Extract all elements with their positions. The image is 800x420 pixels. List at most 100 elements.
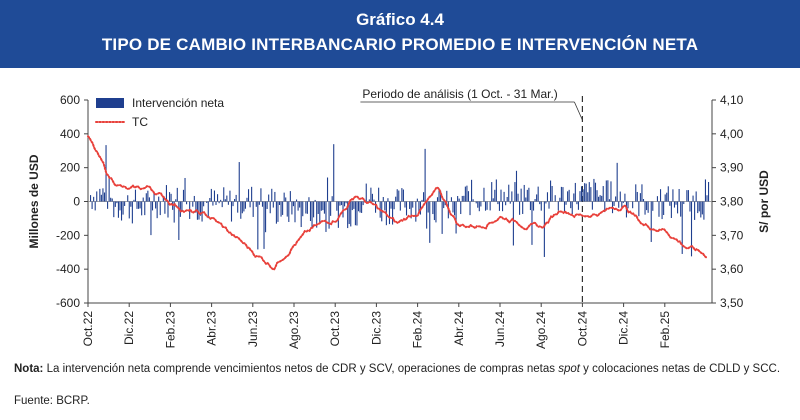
x-tick-label: Ago.24 [534, 311, 548, 349]
intervention-bar [232, 201, 234, 207]
intervention-bar [368, 199, 370, 202]
intervention-bar [525, 197, 527, 202]
intervention-bar [557, 201, 559, 211]
intervention-bar [117, 201, 119, 218]
intervention-bar [317, 201, 319, 214]
intervention-bar [412, 201, 414, 208]
intervention-bar [492, 198, 494, 202]
intervention-bar [539, 201, 541, 205]
intervention-bar [681, 201, 683, 254]
intervention-bar [619, 191, 621, 202]
intervention-bar [497, 201, 499, 205]
intervention-bar [221, 201, 223, 208]
intervention-bar [108, 177, 110, 202]
intervention-bar [433, 201, 435, 221]
tc-series-line [87, 135, 707, 272]
intervention-bar [666, 192, 668, 202]
intervention-bar [220, 199, 222, 202]
intervention-bar [145, 193, 147, 202]
x-tick-label: Oct.22 [81, 311, 95, 347]
intervention-bar [294, 201, 296, 223]
intervention-bar [388, 201, 391, 225]
intervention-bar [113, 201, 115, 218]
intervention-bar [285, 197, 287, 202]
intervention-bar [409, 201, 411, 209]
intervention-bar [588, 182, 590, 202]
intervention-bar [215, 201, 217, 205]
intervention-bar [258, 201, 260, 205]
x-tick-label: Jun.24 [493, 311, 507, 347]
intervention-bar [402, 189, 404, 202]
intervention-bar [571, 201, 573, 215]
intervention-bar [286, 201, 288, 217]
intervention-bar [607, 180, 609, 202]
intervention-bar [340, 201, 343, 206]
intervention-bar [300, 201, 302, 228]
right-axis-title: S/ por USD [757, 170, 771, 233]
intervention-bar [520, 188, 522, 202]
intervention-bar [316, 201, 318, 228]
intervention-bar [156, 201, 158, 219]
x-tick-label: Dic.22 [122, 311, 136, 345]
intervention-bar [203, 201, 205, 207]
right-tick-label: 4,10 [720, 93, 744, 107]
intervention-bar [503, 191, 505, 202]
intervention-bar [357, 201, 360, 212]
intervention-bar [570, 201, 572, 209]
intervention-bar [579, 191, 581, 202]
intervention-bar [325, 201, 327, 232]
intervention-bar [680, 201, 682, 217]
intervention-bar [467, 191, 470, 202]
intervention-bar [136, 201, 138, 209]
intervention-bar [348, 201, 350, 225]
intervention-bar [477, 201, 479, 208]
intervention-bar [639, 193, 641, 202]
intervention-bar [238, 162, 240, 202]
intervention-bar [153, 192, 155, 202]
intervention-bar [151, 201, 154, 211]
intervention-bar [297, 201, 299, 211]
note-italic: spot [558, 363, 580, 375]
intervention-bar [424, 148, 426, 202]
legend-intervencion: Intervención neta [132, 96, 224, 110]
x-tick-label: Feb.25 [658, 311, 672, 349]
intervention-bar [175, 199, 177, 202]
intervention-bar [452, 201, 454, 213]
intervention-bar [181, 201, 183, 211]
x-tick-label: Feb.23 [163, 311, 177, 349]
intervention-bar [345, 201, 347, 204]
intervention-bar [577, 201, 579, 210]
intervention-bar [96, 191, 98, 202]
intervention-bar [328, 201, 330, 229]
intervention-bar [560, 186, 562, 202]
intervention-bar [330, 201, 332, 216]
intervention-bar [418, 201, 420, 213]
intervention-bar [548, 201, 550, 209]
intervention-bar [426, 201, 428, 229]
intervention-bar [554, 195, 556, 202]
intervention-bar [213, 190, 216, 202]
intervention-bar [695, 191, 697, 202]
intervention-bar [608, 199, 610, 202]
intervention-bar [435, 201, 437, 223]
intervention-bar [642, 199, 645, 202]
intervention-bar [519, 201, 521, 215]
right-tick-label: 3,60 [720, 262, 744, 276]
intervention-bar [133, 199, 135, 202]
intervention-bar [551, 185, 553, 202]
intervention-bar [356, 201, 358, 226]
chart-banner: Gráfico 4.4 TIPO DE CAMBIO INTERBANCARIO… [0, 0, 800, 68]
intervention-bar [91, 201, 93, 210]
intervention-bar [326, 177, 329, 202]
intervention-bar [361, 201, 363, 213]
intervention-bar [529, 201, 531, 211]
intervention-bar [427, 201, 429, 213]
intervention-bar [382, 197, 384, 202]
intervention-bar [94, 201, 96, 211]
intervention-bar [419, 201, 422, 215]
chart-title: TIPO DE CAMBIO INTERBANCARIO PROMEDIO E … [101, 35, 699, 54]
intervention-bar [605, 180, 607, 202]
intervention-bar [446, 190, 448, 202]
intervention-bar [365, 183, 367, 202]
x-tick-label: Jun.23 [246, 311, 260, 347]
